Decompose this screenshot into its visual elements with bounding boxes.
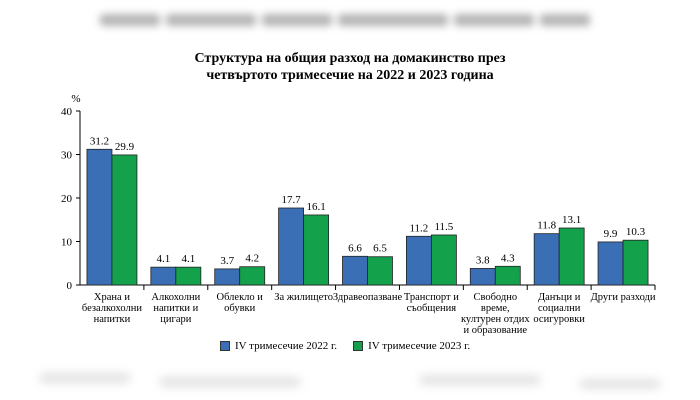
data-label-2023: 11.5 — [434, 221, 453, 233]
bar-2023 — [430, 234, 457, 286]
category-label: Други разходи — [591, 292, 656, 303]
bar-2022 — [86, 148, 113, 286]
category-label: обувки — [224, 303, 256, 314]
bar-2022 — [278, 207, 305, 286]
bar-2022 — [214, 268, 241, 286]
data-label-2023: 4.2 — [245, 253, 259, 265]
data-label-2022: 3.7 — [220, 255, 234, 267]
chart-legend: IV тримесечие 2022 г. IV тримесечие 2023… — [220, 340, 520, 352]
bar-2022 — [533, 233, 560, 286]
bar-2023 — [111, 154, 138, 286]
legend-label-2022: IV тримесечие 2022 г. — [235, 340, 338, 352]
category-label: Храна и — [94, 292, 130, 303]
y-axis-unit: % — [71, 93, 80, 105]
bar-2022 — [469, 268, 496, 286]
data-label-2022: 11.8 — [537, 220, 556, 232]
data-label-2022: 9.9 — [604, 228, 618, 240]
y-tick-label: 10 — [61, 237, 73, 249]
chart-title: Структура на общия разход на домакинство… — [150, 50, 550, 84]
bar-2023 — [494, 265, 521, 286]
y-tick-label: 30 — [61, 150, 73, 162]
y-tick-label: 20 — [61, 193, 73, 205]
category-label: За жилището — [274, 292, 333, 303]
data-label-2022: 11.2 — [409, 222, 428, 234]
category-label: съобщения — [407, 303, 457, 314]
chart-title-line-1: Структура на общия разход на домакинство… — [194, 51, 506, 66]
category-label: социални — [538, 303, 581, 314]
data-label-2022: 17.7 — [281, 194, 301, 206]
category-label: Здравеопазване — [333, 292, 403, 303]
category-label: културен отдих — [461, 314, 530, 325]
legend-swatch-2023 — [353, 341, 364, 351]
bar-2022 — [150, 266, 177, 286]
chart-title-line-2: четвъртото тримесечие на 2022 и 2023 год… — [206, 68, 494, 83]
data-label-2023: 13.1 — [562, 214, 581, 226]
legend-swatch-2022 — [220, 341, 230, 351]
legend-label-2023: IV тримесечие 2023 г. — [368, 340, 471, 352]
data-label-2023: 16.1 — [306, 201, 325, 213]
category-label: напитки и — [153, 303, 198, 314]
category-label: Алкохолни — [151, 292, 200, 303]
category-label: безалкохолни — [82, 303, 143, 314]
bar-2022 — [342, 255, 368, 286]
data-label-2022: 3.8 — [476, 254, 490, 266]
legend-item-2023: IV тримесечие 2023 г. — [353, 340, 470, 352]
category-label: Свободно — [473, 292, 517, 303]
blurred-footer — [0, 360, 700, 400]
category-label: време, — [481, 303, 510, 314]
data-label-2022: 4.1 — [156, 253, 170, 265]
data-label-2023: 6.5 — [373, 243, 387, 255]
bar-2023 — [367, 256, 393, 286]
bar-2023 — [622, 239, 649, 286]
bar-2023 — [175, 266, 202, 286]
bar-2022 — [405, 235, 432, 286]
bar-2023 — [303, 214, 330, 286]
data-label-2022: 6.6 — [348, 242, 362, 254]
y-tick-label: 0 — [67, 280, 73, 292]
bar-2022 — [597, 241, 624, 286]
category-label: Данъци и — [538, 292, 581, 303]
category-label: Облекло и — [217, 292, 264, 303]
category-label: и образование — [464, 325, 528, 336]
data-label-2023: 4.3 — [501, 252, 515, 264]
bar-2023 — [239, 266, 266, 286]
category-label: напитки — [94, 314, 131, 325]
category-label: цигари — [160, 314, 191, 325]
data-label-2023: 10.3 — [626, 226, 646, 238]
blurred-header — [100, 8, 600, 32]
category-label: осигуровки — [533, 314, 585, 325]
legend-item-2022: IV тримесечие 2022 г. — [220, 340, 337, 352]
data-label-2023: 29.9 — [115, 141, 135, 153]
data-label-2023: 4.1 — [181, 253, 195, 265]
chart-data-labels: 31.2 29.9 4.1 4.1 3.7 4.2 17.7 16.1 6.6 6.5 11.2 11… — [90, 135, 646, 267]
category-label: Транспорт и — [404, 292, 459, 303]
bar-2023 — [558, 227, 585, 286]
y-tick-label: 40 — [61, 106, 73, 118]
chart-bars — [86, 148, 649, 286]
data-label-2022: 31.2 — [90, 135, 109, 147]
